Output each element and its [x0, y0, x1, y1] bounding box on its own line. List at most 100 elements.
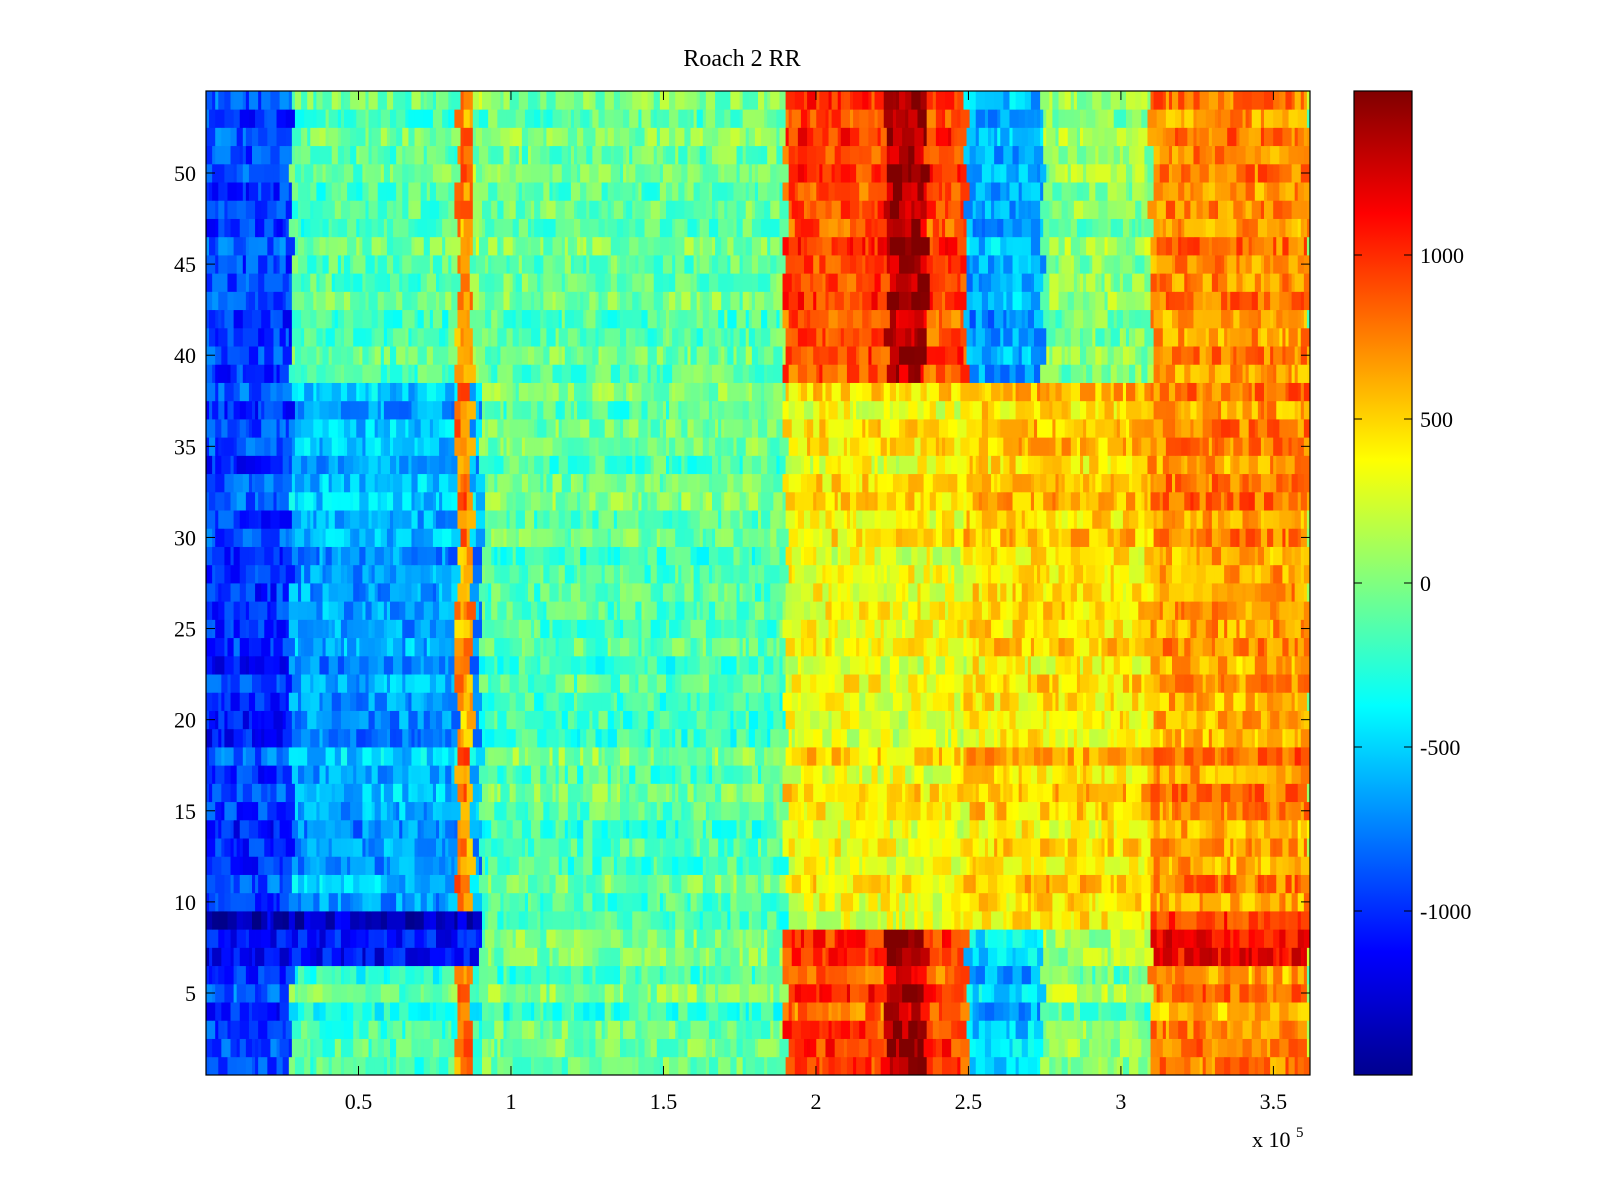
heatmap-cell	[1276, 856, 1283, 875]
heatmap-cell	[439, 765, 446, 784]
heatmap-cell	[224, 874, 231, 894]
heatmap-cell	[1211, 1002, 1219, 1021]
heatmap-cell	[221, 947, 231, 967]
heatmap-cell	[285, 619, 290, 639]
heatmap-cell	[718, 1056, 722, 1076]
heatmap-cell	[325, 874, 333, 894]
heatmap-cell	[423, 1020, 431, 1039]
heatmap-cell	[620, 619, 624, 639]
heatmap-cell	[586, 674, 593, 693]
heatmap-cell	[932, 983, 937, 1003]
heatmap-cell	[261, 747, 268, 766]
heatmap-cell	[255, 983, 259, 1003]
heatmap-cell	[825, 692, 836, 711]
heatmap-cell	[1214, 674, 1219, 693]
heatmap-cell	[218, 819, 222, 839]
heatmap-cell	[632, 911, 642, 930]
heatmap-cell	[564, 819, 569, 839]
heatmap-cell	[620, 1038, 627, 1058]
heatmap-cell	[472, 783, 480, 803]
heatmap-cell	[1089, 819, 1096, 839]
heatmap-cell	[1184, 947, 1194, 967]
heatmap-cell	[1043, 728, 1050, 748]
heatmap-cell	[929, 929, 934, 948]
heatmap-cell	[1279, 619, 1286, 639]
heatmap-cell	[623, 692, 627, 711]
heatmap-cell	[285, 783, 296, 803]
heatmap-cell	[500, 692, 510, 711]
heatmap-cell	[819, 692, 826, 711]
heatmap-cell	[457, 1002, 461, 1021]
heatmap-cell	[932, 564, 937, 584]
heatmap-cell	[1236, 819, 1246, 839]
heatmap-cell	[537, 655, 541, 675]
heatmap-cell	[635, 765, 645, 784]
heatmap-cell	[791, 728, 796, 748]
heatmap-cell	[546, 1002, 553, 1021]
heatmap-cell	[423, 947, 431, 967]
heatmap-cell	[408, 947, 418, 967]
heatmap-cell	[537, 947, 541, 967]
heatmap-cell	[975, 619, 980, 639]
heatmap-cell	[1027, 692, 1038, 711]
heatmap-cell	[1251, 710, 1262, 730]
heatmap-cell	[644, 947, 652, 967]
heatmap-cell	[804, 637, 814, 657]
heatmap-cell	[1070, 819, 1081, 839]
heatmap-cell	[518, 747, 526, 766]
heatmap-cell	[779, 911, 790, 930]
heatmap-cell	[206, 838, 216, 857]
heatmap-cell	[298, 601, 308, 620]
heatmap-cell	[1107, 838, 1115, 857]
heatmap-cell	[1049, 1056, 1053, 1076]
heatmap-cell	[221, 819, 231, 839]
heatmap-cell	[635, 674, 639, 693]
heatmap-cell	[478, 965, 489, 985]
heatmap-cell	[1080, 819, 1090, 839]
heatmap-cell	[549, 710, 556, 730]
heatmap-cell	[776, 965, 783, 985]
heatmap-cell	[705, 728, 716, 748]
heatmap-cell	[482, 783, 489, 803]
heatmap-cell	[515, 728, 523, 748]
heatmap-cell	[715, 692, 725, 711]
heatmap-cell	[678, 564, 682, 584]
heatmap-cell	[1003, 674, 1007, 693]
heatmap-cell	[1104, 655, 1115, 675]
heatmap-cell	[325, 564, 333, 584]
heatmap-cell	[224, 838, 231, 857]
heatmap-cell	[267, 1056, 277, 1076]
heatmap-cell	[506, 856, 510, 875]
heatmap-cell	[1230, 892, 1240, 912]
heatmap-cell	[770, 564, 780, 584]
heatmap-cell	[509, 674, 520, 693]
heatmap-cell	[564, 728, 572, 748]
heatmap-cell	[715, 929, 722, 948]
heatmap-cell	[270, 601, 277, 620]
heatmap-cell	[540, 765, 547, 784]
heatmap-cell	[1214, 1056, 1225, 1076]
heatmap-cell	[218, 583, 222, 602]
heatmap-cell	[1267, 619, 1271, 639]
heatmap-cell	[1076, 983, 1081, 1003]
heatmap-cell	[236, 929, 247, 948]
heatmap-cell	[515, 929, 526, 948]
heatmap-cell	[991, 674, 998, 693]
heatmap-cell	[567, 1056, 572, 1076]
heatmap-cell	[347, 728, 351, 748]
heatmap-cell	[610, 637, 621, 657]
heatmap-cell	[236, 911, 244, 930]
heatmap-cell	[356, 765, 366, 784]
heatmap-cell	[834, 765, 845, 784]
heatmap-cell	[313, 583, 323, 602]
heatmap-cell	[451, 728, 458, 748]
heatmap-cell	[1132, 692, 1139, 711]
heatmap-cell	[564, 1038, 575, 1058]
heatmap-cell	[512, 783, 517, 803]
heatmap-cell	[1095, 892, 1099, 912]
heatmap-cell	[276, 819, 280, 839]
heatmap-cell	[754, 728, 762, 748]
heatmap-cell	[837, 819, 842, 839]
heatmap-cell	[233, 619, 241, 639]
heatmap-cell	[748, 619, 756, 639]
